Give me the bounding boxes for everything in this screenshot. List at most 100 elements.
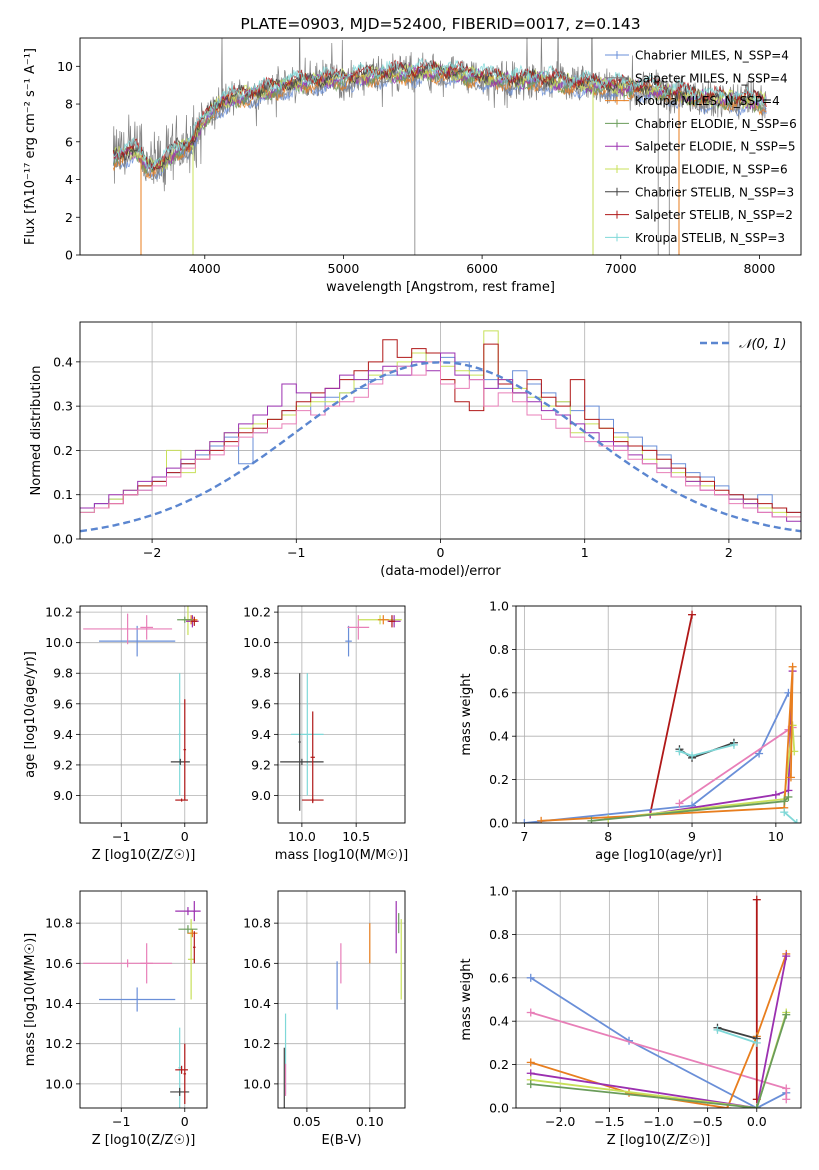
weight-line [608,725,796,820]
panel-mass-vs-EBV: 0.05 0.10 10.0 10.2 10.4 10.6 10.8 E(B-V) [243,890,406,1148]
errorbar-point [280,758,324,765]
weight-line [649,614,693,815]
y-tick-label: 10.4 [243,996,271,1011]
y-tick-label: 10.0 [243,635,271,650]
plot-area [280,615,402,811]
y-tick-label: 9.2 [53,757,73,772]
x-tick-label: 4000 [189,261,221,276]
plot-area [526,895,791,1108]
panel-weight-vs-age: 7 8 9 10 0.0 0.2 0.4 0.6 0.8 1.0 age [log10(age/yr… [459,599,802,863]
y-tick-label: 0.6 [489,970,509,985]
y-tick-label: 0.3 [53,399,73,414]
y-tick-label: 10.2 [45,1036,73,1051]
y-tick-label: 4 [65,172,73,187]
x-tick-label: 1 [581,545,589,560]
plot-area [83,901,201,1108]
errorbar-point [183,1043,187,1104]
histogram-step [80,352,801,518]
y-tick-label: 6 [65,134,73,149]
y-axis-label: Normed distribution [29,366,44,496]
model-fit-line [112,58,767,171]
y-tick-label: 9.4 [251,727,271,742]
y-tick-label: 9.8 [251,666,271,681]
legend-entry: Salpeter MILES, N_SSP=4 [635,71,788,85]
weight-marker [782,1010,791,1019]
weight-marker [752,1038,761,1047]
errorbar-point [170,1087,190,1096]
weight-marker [771,790,780,799]
weight-marker [792,819,801,823]
weight-line [717,1029,758,1044]
errorbar-point [310,711,315,804]
x-tick-label: 9 [688,829,696,844]
weight-marker [780,797,789,806]
x-axis-label: E(B-V) [321,1133,361,1148]
weight-marker [752,1104,761,1108]
y-tick-label: 0.4 [489,729,509,744]
axes-frame [277,890,406,1109]
weight-marker [688,751,697,760]
y-tick-label: 9.8 [53,666,73,681]
x-tick-label: 0.10 [356,1114,384,1129]
weight-line [530,1014,788,1108]
histogram-step [80,361,801,522]
y-axis-label: Flux [fλ10⁻¹⁷ erg cm⁻² s⁻¹ A⁻¹] [23,48,38,245]
y-tick-label: 0.8 [489,927,509,942]
legend-entry: Kroupa ELODIE, N_SSP=6 [635,163,788,177]
y-tick-label: 10.2 [45,605,73,620]
errorbar-point [193,931,196,964]
errorbar-point [175,798,188,802]
x-axis-label: Z [log10(Z/Z☉)] [92,1133,196,1148]
legend-entry: Kroupa MILES, N_SSP=4 [635,94,780,108]
histogram-step [80,339,801,518]
x-tick-label: 10.0 [288,829,316,844]
errorbar-point [99,987,176,1012]
y-tick-label: 10.8 [45,916,73,931]
x-tick-label: −1.5 [594,1114,624,1129]
y-tick-label: 0.0 [489,816,509,831]
y-tick-label: 8 [65,97,73,112]
x-tick-label: −1 [112,1114,130,1129]
x-tick-label: −2.0 [545,1114,575,1129]
x-axis-label: (data-model)/error [380,564,501,579]
errorbar-point [170,758,190,765]
panel-age-vs-mass: 10.0 10.5 9.0 9.2 9.4 9.6 9.8 10.0 10.2 mass [log… [243,605,408,863]
x-tick-label: 8 [604,829,612,844]
weight-marker [782,1095,791,1104]
weight-marker [782,952,791,961]
y-tick-label: 2 [65,210,73,225]
errorbar-point [175,1065,188,1074]
y-axis-label: age [log10(age/yr)] [23,651,38,778]
y-tick-label: 0.4 [489,1014,509,1029]
weight-marker [526,1008,535,1017]
weight-marker [782,1084,791,1093]
model-fit-line [112,58,767,170]
x-tick-label: −0.5 [692,1114,722,1129]
legend-entry: Salpeter STELIB, N_SSP=2 [635,208,793,222]
axes-frame [277,605,406,824]
errorbar-point [193,901,196,922]
x-tick-label: 5000 [328,261,360,276]
errorbar-point [298,673,301,811]
y-tick-label: 10.2 [243,1036,271,1051]
errorbar-point [140,943,154,984]
panel-spectrum: PLATE=0903, MJD=52400, FIBERID=0017, z=0… [23,15,802,295]
weight-marker [675,747,684,756]
y-tick-label: 0.4 [53,354,73,369]
y-tick-label: 0.2 [489,772,509,787]
y-tick-label: 0.6 [489,685,509,700]
errorbar-point [178,673,181,796]
weight-marker [587,816,596,823]
y-tick-label: 9.0 [251,788,271,803]
y-tick-label: 0.2 [53,443,73,458]
x-tick-label: 10 [768,829,784,844]
panel-age-vs-Z: −1 0 9.0 9.2 9.4 9.6 9.8 10.0 10.2 Z [log10(Z/Z☉)… [23,605,208,863]
weight-marker [526,1058,535,1067]
panel-residuals: 𝒩(0, 1) −2 −1 0 1 2 0.0 0.1 0.2 0.3 0.4 (data-model… [29,321,802,579]
y-tick-label: 9.6 [53,696,73,711]
legend-entry: 𝒩(0, 1) [739,337,786,352]
errorbar-point [347,615,370,640]
y-tick-label: 10.0 [243,1076,271,1091]
errorbar-point [301,798,324,802]
